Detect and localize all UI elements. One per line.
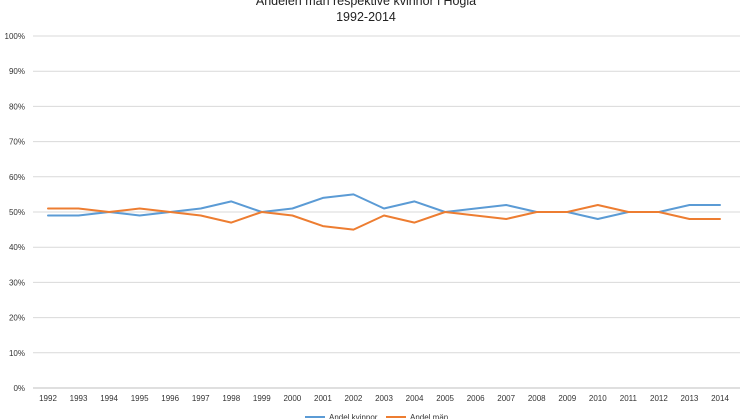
- x-tick-label: 1996: [161, 394, 179, 403]
- x-tick-label: 2005: [436, 394, 454, 403]
- x-axis-ticks: 1992 1993 1994 1995 1996 1997 1998 1999 2000 2001…: [39, 394, 729, 403]
- x-tick-label: 1994: [100, 394, 118, 403]
- x-tick-label: 2004: [406, 394, 424, 403]
- y-tick-label: 80%: [9, 102, 25, 111]
- legend: Andel kvinnor Andel män: [305, 413, 448, 419]
- x-tick-label: 2009: [558, 394, 576, 403]
- x-tick-label: 1998: [222, 394, 240, 403]
- y-tick-label: 0%: [13, 384, 25, 393]
- chart-subtitle: 1992-2014: [336, 10, 396, 24]
- x-tick-label: 2008: [528, 394, 546, 403]
- y-tick-label: 100%: [5, 32, 25, 41]
- series-lines: [47, 193, 721, 231]
- x-tick-label: 2013: [681, 394, 699, 403]
- x-tick-label: 2001: [314, 394, 332, 403]
- x-tick-label: 1993: [70, 394, 88, 403]
- chart-title: Andelen män respektive kvinnor i Högla: [256, 0, 476, 8]
- x-tick-label: 2006: [467, 394, 485, 403]
- y-tick-label: 10%: [9, 349, 25, 358]
- x-tick-label: 2002: [345, 394, 363, 403]
- y-tick-label: 30%: [9, 278, 25, 287]
- legend-label: Andel män: [410, 413, 448, 419]
- y-tick-label: 90%: [9, 67, 25, 76]
- y-tick-label: 20%: [9, 314, 25, 323]
- x-tick-label: 1995: [131, 394, 149, 403]
- gridlines: [33, 35, 740, 389]
- x-tick-label: 2010: [589, 394, 607, 403]
- x-tick-label: 2003: [375, 394, 393, 403]
- x-tick-label: 2007: [497, 394, 515, 403]
- y-tick-label: 60%: [9, 173, 25, 182]
- x-tick-label: 1999: [253, 394, 271, 403]
- series-line-man: [47, 204, 721, 231]
- y-axis-ticks: 0% 10% 20% 30% 40% 50% 60% 70% 80% 90% 100%: [5, 32, 25, 393]
- x-tick-label: 2011: [620, 394, 638, 403]
- y-tick-label: 40%: [9, 243, 25, 252]
- legend-label: Andel kvinnor: [329, 413, 378, 419]
- series-line-kvinnor: [47, 193, 721, 220]
- x-tick-label: 2000: [283, 394, 301, 403]
- x-tick-label: 2014: [711, 394, 729, 403]
- y-tick-label: 50%: [9, 208, 25, 217]
- x-tick-label: 1997: [192, 394, 210, 403]
- x-tick-label: 1992: [39, 394, 57, 403]
- x-tick-label: 2012: [650, 394, 668, 403]
- y-tick-label: 70%: [9, 138, 25, 147]
